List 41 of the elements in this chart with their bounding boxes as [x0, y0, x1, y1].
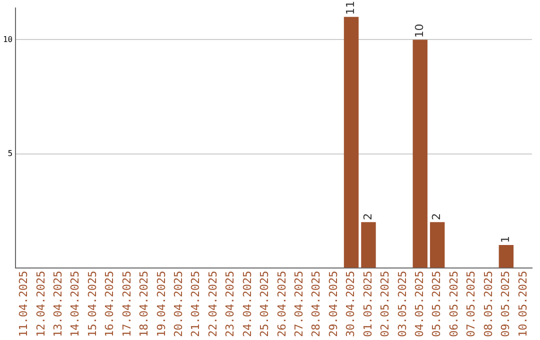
x-tick-label: 09.05.2025 [499, 270, 512, 338]
x-tick-label: 21.04.2025 [189, 270, 202, 338]
x-tick-label: 20.04.2025 [172, 270, 186, 338]
x-tick-label: 29.04.2025 [326, 270, 340, 338]
x-tick-label: 06.05.2025 [447, 270, 460, 338]
x-tick-label: 17.04.2025 [120, 270, 134, 338]
x-tick-label: 11.04.2025 [17, 270, 30, 338]
x-tick-label: 16.04.2025 [103, 270, 116, 338]
x-tick-label: 27.04.2025 [292, 270, 306, 338]
x-tick-label: 24.04.2025 [240, 270, 254, 338]
data-label: 11 [344, 0, 358, 15]
x-tick-label: 26.04.2025 [275, 270, 288, 338]
x-tick-label: 03.05.2025 [396, 270, 409, 338]
x-tick-label: 12.04.2025 [34, 270, 48, 338]
x-tick-label: 25.04.2025 [258, 270, 272, 338]
x-tick-label: 30.04.2025 [344, 270, 358, 338]
bar [344, 16, 359, 268]
bar [430, 222, 445, 268]
x-tick-label: 02.05.2025 [378, 270, 392, 338]
x-tick-label: 28.04.2025 [310, 270, 323, 338]
x-tick-label: 22.04.2025 [206, 270, 220, 338]
x-tick-label: 10.05.2025 [516, 270, 530, 338]
x-tick-label: 07.05.2025 [464, 270, 478, 338]
bar [412, 40, 428, 268]
data-label: 2 [361, 213, 374, 220]
x-tick-label: 04.05.2025 [412, 270, 426, 338]
data-label: 2 [430, 213, 444, 220]
x-tick-label: 19.04.2025 [154, 270, 168, 338]
x-tick-label: 13.04.2025 [52, 270, 65, 338]
x-tick-label: 14.04.2025 [68, 270, 82, 338]
x-tick-label: 23.04.2025 [224, 270, 237, 338]
bar [361, 222, 376, 268]
y-tick-label: 5 [8, 148, 13, 158]
bar [498, 244, 514, 268]
x-tick-label: 01.05.2025 [361, 270, 374, 338]
x-tick-label: 18.04.2025 [138, 270, 151, 338]
x-tick-label: 08.05.2025 [482, 270, 495, 338]
x-tick-label: 05.05.2025 [430, 270, 444, 338]
data-label: 1 [499, 236, 512, 243]
data-label: 10 [412, 24, 426, 38]
x-tick-label: 15.04.2025 [86, 270, 99, 338]
